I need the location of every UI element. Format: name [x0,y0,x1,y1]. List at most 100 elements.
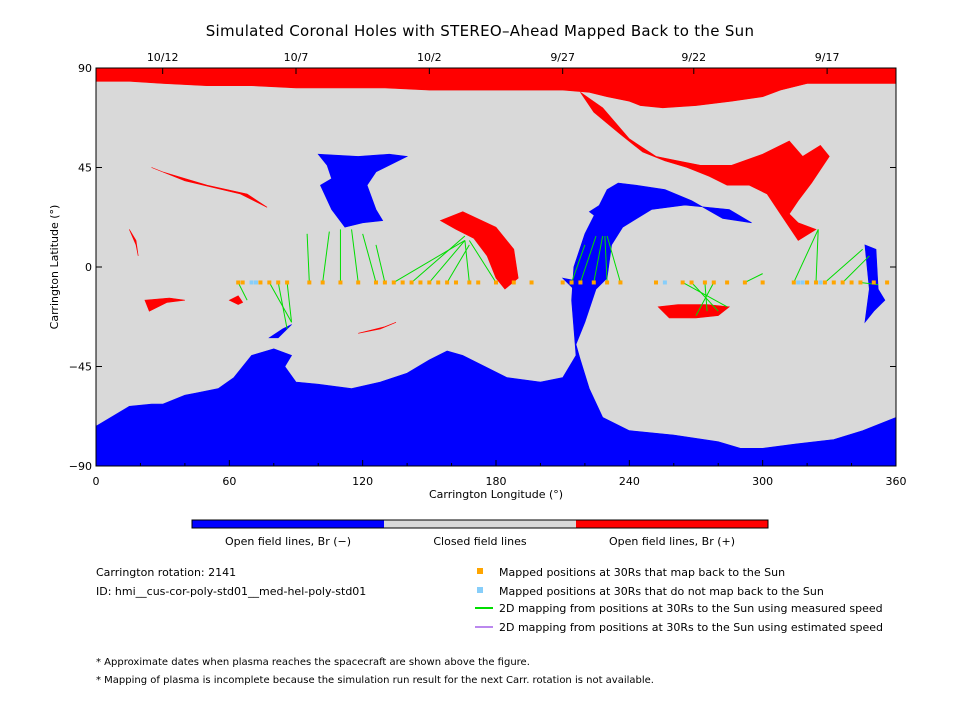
mapped-point-41 [814,280,818,285]
y-tick-label-1: 45 [78,162,92,175]
mapped-point-34 [702,280,707,285]
measured-legend-label: 2D mapping from positions at 30Rs to the… [499,602,883,615]
mapped-point-14 [409,280,414,285]
measured-mapping-line-15 [468,240,497,283]
measured-mapping-line-28 [824,248,863,283]
x-tick-label-1: 60 [222,475,236,488]
mapped-point-20 [467,280,472,285]
x-tick-label-3: 180 [486,475,507,488]
mapped-point-47 [871,280,876,285]
mapped-point-3 [267,280,272,285]
positive-region-4 [144,297,185,312]
measured-mapping-line-5 [322,231,330,283]
y-tick-label-3: −45 [69,361,92,374]
negative-region-1 [317,153,409,228]
field-regions [96,68,896,466]
mapped-point-25 [560,280,565,285]
measured-mapping-line-19 [604,236,608,283]
measured-mapping-line-16 [571,244,586,283]
mapped-point-31 [654,280,658,285]
note-incomplete: * Mapping of plasma is incomplete becaus… [96,675,654,686]
colorbar-label-2: Open field lines, Br (+) [609,535,735,548]
mapped-point-30 [618,280,623,285]
mapped-point-37 [742,280,747,285]
mapped-point-2 [258,280,263,285]
colorbar-segment-0 [192,520,384,528]
measured-mapping-line-20 [606,235,621,283]
measured-mapping-line-27 [815,229,819,283]
date-tick-label-2: 10/2 [417,51,442,64]
mapped-point-38 [760,280,765,285]
measured-mapping-line-17 [579,235,597,283]
mapped-point-9 [356,280,361,285]
colorbar-label-0: Open field lines, Br (−) [225,535,351,548]
measured-mapping-line-22 [691,282,719,312]
mapped-point-6 [307,280,312,285]
positive-region-5 [228,295,244,305]
measured-legend-symbol [475,607,493,609]
measured-mapping-line-7 [351,229,359,283]
mapped-point-32 [680,280,685,285]
date-tick-label-0: 10/12 [147,51,179,64]
date-tick-label-4: 9/22 [681,51,706,64]
unmapped-point-5 [818,280,823,285]
y-tick-label-4: −90 [69,460,92,473]
mapped-point-19 [454,280,458,285]
mapped-point-40 [805,280,810,285]
measured-mapping-line-24 [695,282,715,316]
mapped-point-29 [605,280,610,285]
measured-mapping-line-18 [593,235,604,283]
mapped-point-46 [858,280,863,285]
measured-mapping-line-10 [393,240,466,283]
mapped-point-10 [374,280,378,285]
negative-region-0 [96,182,896,466]
mapped-point-15 [418,280,423,285]
unmapped-legend-symbol [477,587,483,593]
mapped-point-27 [578,280,583,285]
measured-mapping-line-14 [464,240,470,283]
mapped-point-8 [338,280,343,285]
unmapped-legend-label: Mapped positions at 30Rs that do not map… [499,585,824,598]
note-dates: * Approximate dates when plasma reaches … [96,657,530,668]
colorbar-segment-2 [576,520,768,528]
date-tick-label-3: 9/27 [550,51,575,64]
mapped-point-11 [382,280,387,285]
positive-region-2 [151,167,268,208]
x-tick-label-0: 0 [93,475,100,488]
mapped-point-13 [400,280,405,285]
mapped-point-18 [445,280,450,285]
x-tick-label-6: 360 [886,475,907,488]
measured-mapping-line-12 [428,240,466,283]
negative-region-5 [561,277,590,294]
estimated-legend-symbol [475,626,493,628]
mapped-point-1 [240,280,245,285]
measured-mapping-line-0 [237,282,248,301]
measured-mapping-line-1 [268,282,292,323]
measured-mapping-line-29 [842,255,870,283]
mapped-legend-label: Mapped positions at 30Rs that map back t… [499,566,786,579]
mapped-point-28 [591,280,596,285]
carrington-rotation-label: Carrington rotation: 2141 [96,566,237,579]
unmapped-point-1 [254,280,258,285]
x-tick-label-4: 240 [619,475,640,488]
negative-region-4 [588,187,648,219]
chart-title: Simulated Coronal Holes with STEREO–Ahea… [205,22,755,40]
measured-mapping-line-8 [362,233,377,283]
mapped-point-39 [791,280,796,285]
measured-mapping-line-3 [286,282,293,323]
mapped-point-17 [436,280,441,285]
x-tick-label-5: 300 [752,475,773,488]
positive-region-3 [439,211,519,290]
measured-mapping-line-21 [682,282,728,308]
mapped-point-7 [320,280,325,285]
negative-region-3 [268,324,292,339]
mapped-point-21 [476,280,481,285]
measured-mapping-line-2 [277,282,288,330]
unmapped-point-2 [662,280,667,285]
mapped-point-12 [391,280,396,285]
colorbar-segment-1 [384,520,576,528]
mapped-point-45 [849,280,854,285]
y-axis-title: Carrington Latitude (°) [48,205,61,330]
unmapped-point-0 [249,280,254,285]
